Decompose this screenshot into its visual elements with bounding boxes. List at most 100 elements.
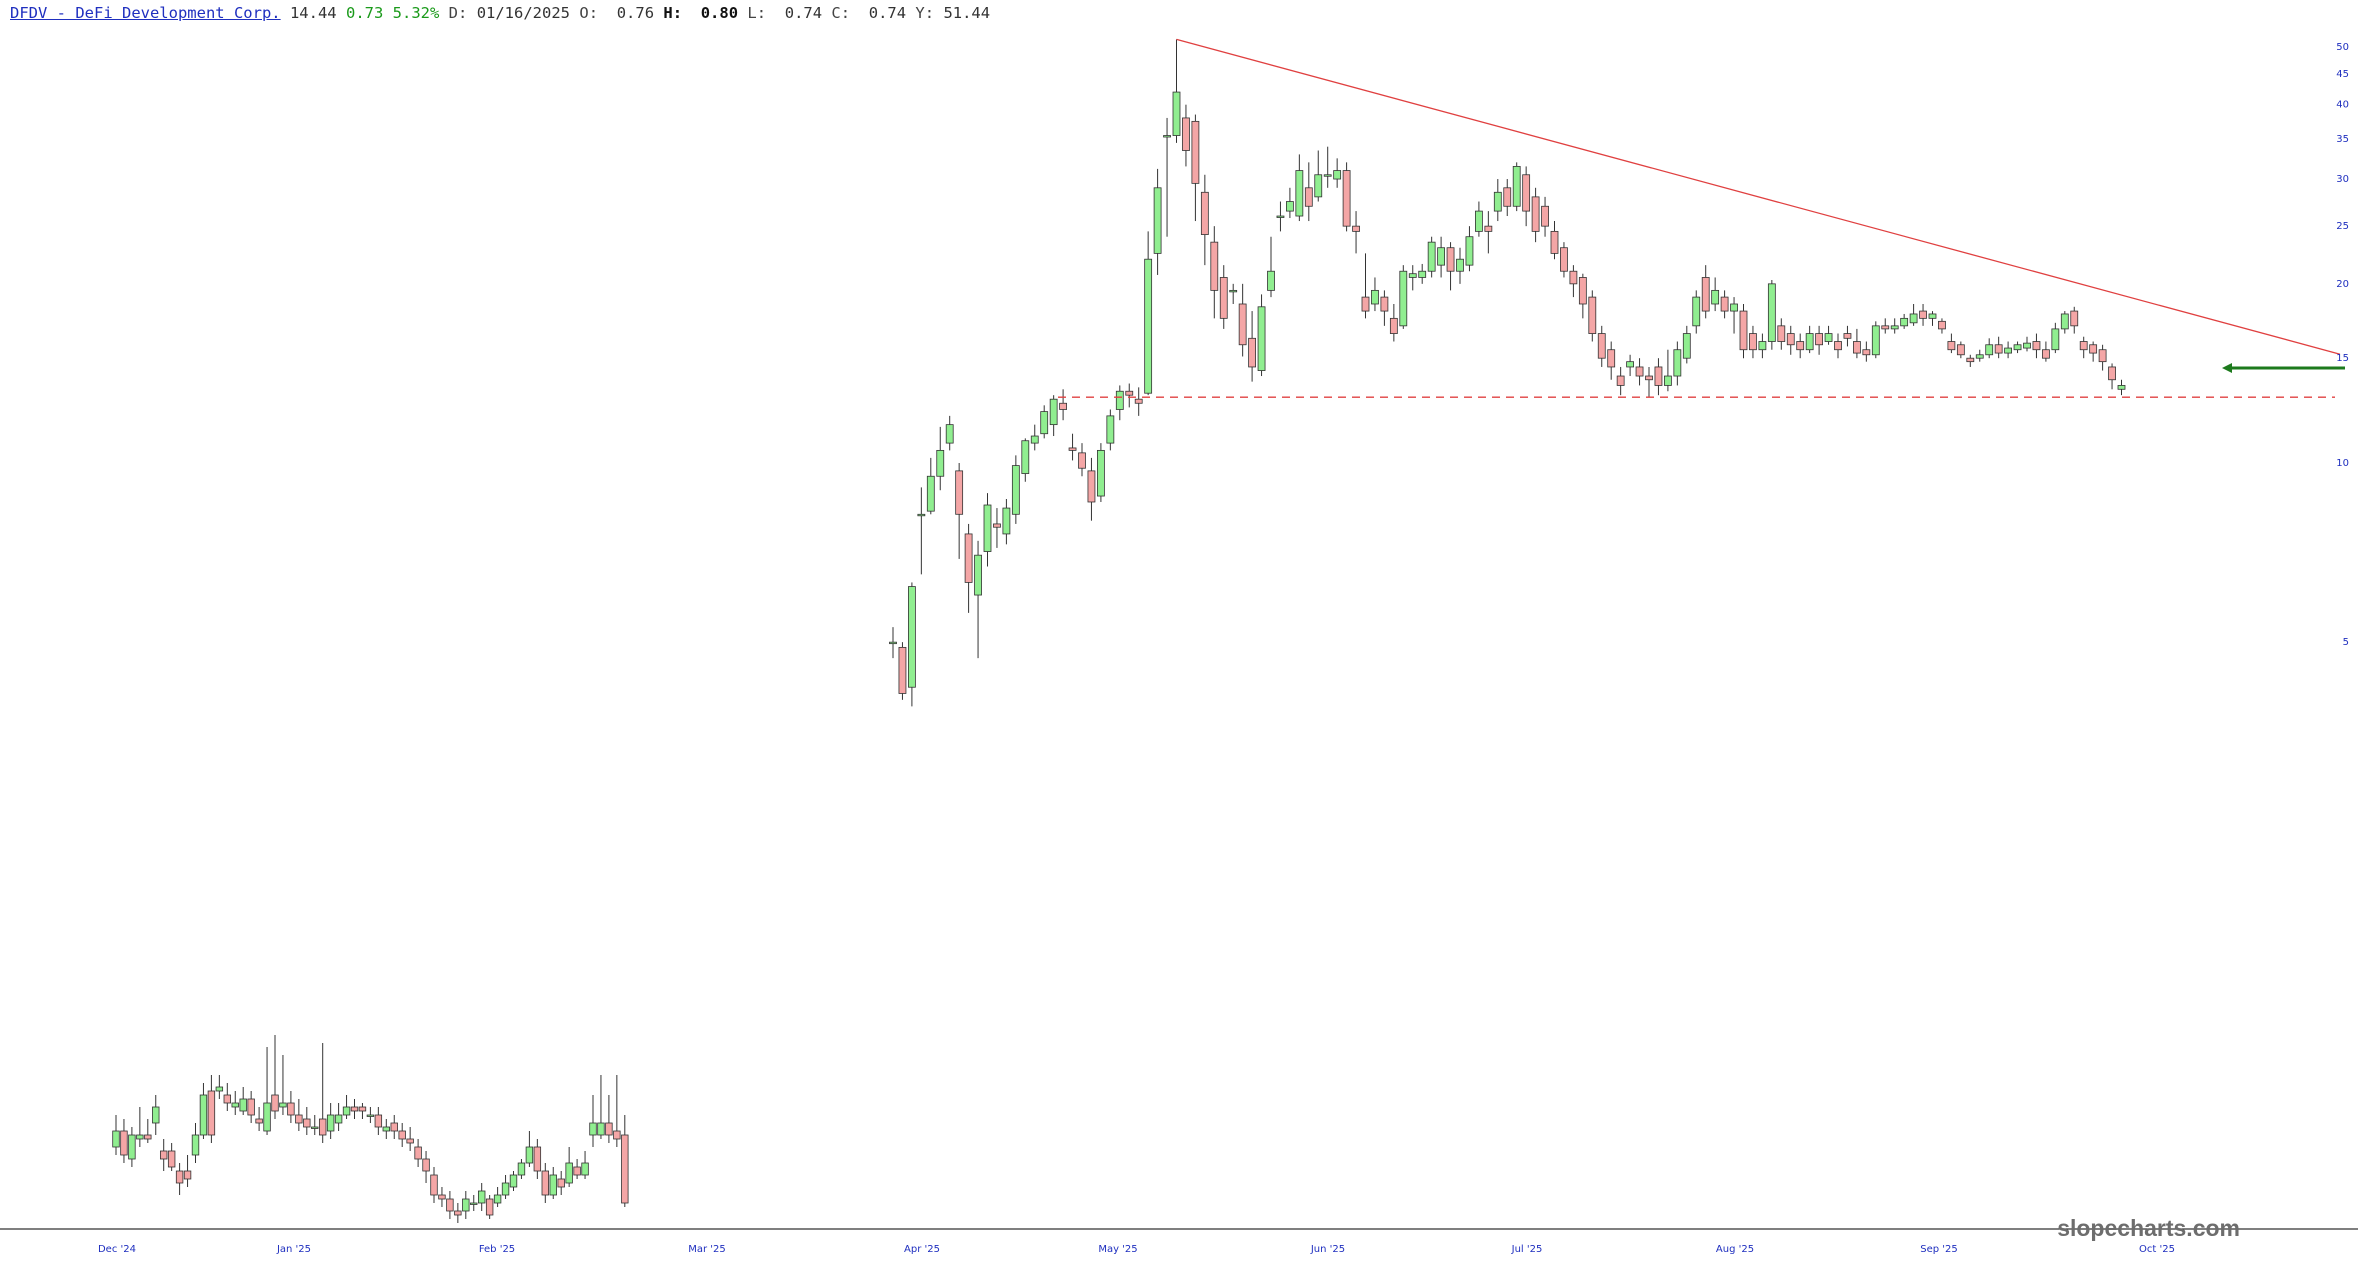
candle-body bbox=[1664, 375, 1672, 386]
candle-body bbox=[2060, 313, 2069, 330]
pre-split-body bbox=[541, 1170, 549, 1196]
candle-body bbox=[1389, 317, 1398, 334]
candle-body bbox=[1578, 277, 1587, 305]
pre-split-body bbox=[279, 1102, 287, 1108]
low-label: L: bbox=[747, 4, 767, 22]
descending-trendline bbox=[1176, 38, 2341, 355]
candle-body bbox=[936, 449, 945, 477]
y-tick-label: 15 bbox=[2336, 353, 2349, 364]
candle-body bbox=[2070, 310, 2079, 327]
candle-body bbox=[2079, 341, 2088, 351]
date-value: 01/16/2025 bbox=[476, 4, 571, 22]
candle-body bbox=[1853, 341, 1861, 354]
candle-body bbox=[1815, 333, 1823, 346]
candle-body bbox=[1465, 236, 1474, 266]
pre-split-candles bbox=[112, 1035, 629, 1223]
pre-split-body bbox=[390, 1122, 398, 1132]
candle-body bbox=[1333, 170, 1342, 180]
candle-body bbox=[1654, 366, 1663, 386]
y-tick-label: 45 bbox=[2336, 69, 2349, 80]
x-tick-label: Mar '25 bbox=[688, 1244, 726, 1255]
candle-body bbox=[1267, 270, 1275, 291]
candle-body bbox=[1522, 174, 1531, 212]
candle-body bbox=[1786, 333, 1795, 346]
candle-body bbox=[1635, 366, 1644, 377]
pre-split-body bbox=[485, 1198, 494, 1216]
candle-body bbox=[1097, 449, 1105, 497]
y-label: Y: bbox=[915, 4, 935, 22]
candle-body bbox=[1011, 465, 1020, 515]
candle-body bbox=[1767, 283, 1776, 342]
pre-split-body bbox=[493, 1194, 502, 1204]
candle-body bbox=[2051, 328, 2060, 351]
candle-body bbox=[974, 554, 982, 596]
candle-body bbox=[1956, 344, 1965, 356]
candle-body bbox=[1163, 135, 1171, 138]
candle-body bbox=[1758, 341, 1767, 351]
candle-body bbox=[1352, 225, 1360, 232]
candle-body bbox=[1541, 205, 1549, 227]
candle-body bbox=[1295, 170, 1304, 217]
pre-split-body bbox=[183, 1170, 192, 1180]
pre-split-body bbox=[350, 1106, 359, 1112]
candle-body bbox=[1730, 303, 1738, 312]
date-label: D: bbox=[448, 4, 468, 22]
x-tick-label: Aug '25 bbox=[1716, 1244, 1754, 1255]
candle-body bbox=[1049, 398, 1058, 426]
candle-body bbox=[1777, 325, 1786, 342]
pre-split-body bbox=[263, 1102, 271, 1132]
pre-split-body bbox=[287, 1102, 295, 1116]
candle-body bbox=[964, 533, 973, 583]
pre-split-body bbox=[509, 1174, 518, 1188]
candle-body bbox=[1645, 375, 1653, 381]
pre-split-body bbox=[358, 1106, 367, 1112]
candle-body bbox=[1975, 354, 1984, 359]
pre-split-body bbox=[501, 1182, 510, 1196]
candle-body bbox=[1418, 270, 1427, 278]
pre-split-body bbox=[247, 1098, 255, 1116]
watermark: slopecharts.com bbox=[2057, 1215, 2240, 1241]
pre-split-body bbox=[334, 1114, 343, 1124]
candle-body bbox=[1030, 435, 1039, 444]
candle-body bbox=[1597, 333, 1606, 359]
open-value: 0.76 bbox=[616, 4, 655, 22]
candle-body bbox=[993, 523, 1001, 528]
candle-body bbox=[908, 586, 916, 688]
candle-body bbox=[1569, 270, 1578, 285]
candle-body bbox=[1446, 247, 1455, 272]
pre-split-body bbox=[311, 1126, 319, 1129]
candle-body bbox=[1106, 415, 1115, 444]
pre-split-body bbox=[223, 1094, 231, 1104]
pre-split-body bbox=[605, 1122, 613, 1136]
pre-split-body bbox=[454, 1210, 462, 1216]
candle-body bbox=[1966, 357, 1975, 363]
candle-body bbox=[1834, 341, 1842, 351]
candle-body bbox=[1087, 470, 1096, 503]
candle-body bbox=[2117, 385, 2126, 390]
y-tick-label: 25 bbox=[2336, 221, 2349, 232]
x-axis: Dec '24 Jan '25 Feb '25 Mar '25 Apr '25 May '… bbox=[0, 1228, 2358, 1255]
candle-body bbox=[955, 470, 964, 515]
candle-body bbox=[1059, 402, 1067, 410]
y-tick-label: 30 bbox=[2336, 174, 2349, 185]
price-change-pct: 5.32% bbox=[392, 4, 440, 22]
candle-body bbox=[1219, 277, 1228, 319]
candle-body bbox=[1371, 289, 1379, 305]
x-tick-label: Sep '25 bbox=[1920, 1244, 1958, 1255]
x-tick-label: Apr '25 bbox=[904, 1244, 940, 1255]
last-price: 14.44 bbox=[289, 4, 337, 22]
pre-split-body bbox=[382, 1126, 390, 1132]
candle-body bbox=[1286, 201, 1294, 212]
candle-body bbox=[1512, 166, 1521, 207]
candle-body bbox=[1805, 333, 1814, 351]
candle-body bbox=[1238, 303, 1247, 346]
candle-body bbox=[1248, 337, 1256, 368]
pre-split-body bbox=[446, 1198, 454, 1212]
candle-body bbox=[1323, 174, 1332, 177]
x-tick-label: May '25 bbox=[1098, 1244, 1137, 1255]
x-tick-label: Oct '25 bbox=[2139, 1244, 2175, 1255]
ticker-link[interactable]: DFDV - DeFi Development Corp. bbox=[10, 4, 281, 22]
candle-body bbox=[1399, 270, 1408, 327]
candle-body bbox=[2089, 344, 2098, 354]
